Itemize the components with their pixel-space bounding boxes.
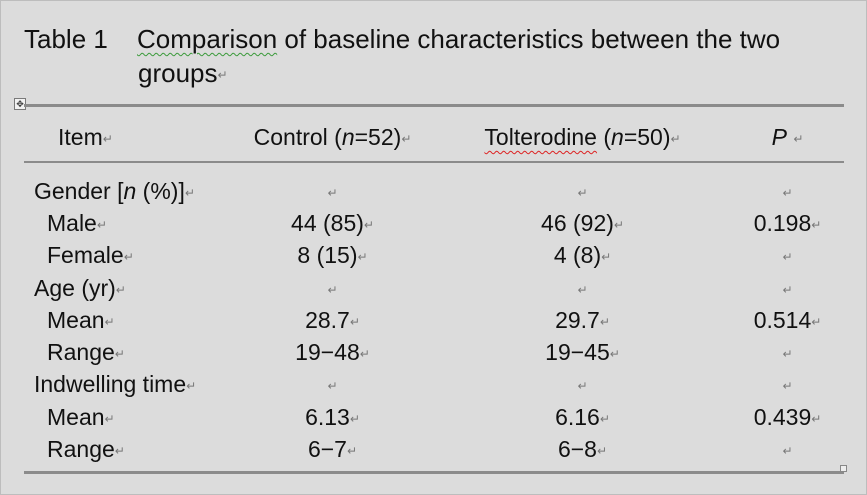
header-tolterodine: Tolterodine (n=50)↵ <box>484 124 681 150</box>
row-control: ↵ <box>327 185 338 200</box>
row-control: 28.7↵ <box>305 307 360 333</box>
table-row: Age (yr)↵ ↵ ↵ ↵ <box>0 272 867 304</box>
row-p-value: ↵ <box>782 249 793 264</box>
table-header-rule <box>24 161 844 163</box>
row-p-value: ↵ <box>782 346 793 361</box>
row-item: Mean↵ <box>47 404 115 430</box>
header-p-value: P ↵ <box>771 124 804 150</box>
row-item: Range↵ <box>47 436 125 462</box>
caption-text-line2: groups <box>138 58 218 88</box>
row-item: Gender [n (%)]↵ <box>34 178 195 204</box>
table-header-row: Item↵ Control (n=52)↵ Tolterodine (n=50)… <box>0 121 867 153</box>
row-p-value: ↵ <box>782 378 793 393</box>
row-control: ↵ <box>327 282 338 297</box>
row-p-value: ↵ <box>782 185 793 200</box>
row-tolterodine: 46 (92)↵ <box>541 210 624 236</box>
table-resize-handle[interactable] <box>840 465 847 472</box>
table-label: Table 1 <box>24 24 108 54</box>
row-tolterodine: 6−8↵ <box>557 436 608 462</box>
header-control: Control (n=52)↵ <box>253 124 412 150</box>
table-row: Indwelling time↵ ↵ ↵ ↵ <box>0 368 867 400</box>
table-row: Female↵ 8 (15)↵ 4 (8)↵ ↵ <box>0 239 867 271</box>
row-tolterodine: 19−45↵ <box>545 339 620 365</box>
row-tolterodine: 4 (8)↵ <box>553 242 612 268</box>
row-p-value: 0.439↵ <box>753 404 822 430</box>
table-row: Range↵ 19−48↵ 19−45↵ ↵ <box>0 336 867 368</box>
row-p-value: 0.514↵ <box>753 307 822 333</box>
table-row: Range↵ 6−7↵ 6−8↵ ↵ <box>0 433 867 465</box>
caption-line-2: groups↵ <box>24 56 844 92</box>
paragraph-mark: ↵ <box>217 68 228 83</box>
row-tolterodine: ↵ <box>577 282 588 297</box>
table-row: Mean↵ 6.13↵ 6.16↵ 0.439↵ <box>0 401 867 433</box>
row-item: Male↵ <box>47 210 107 236</box>
row-control: 8 (15)↵ <box>297 242 368 268</box>
row-p-value: ↵ <box>782 282 793 297</box>
row-tolterodine: ↵ <box>577 378 588 393</box>
caption-text: of baseline characteristics between the … <box>277 24 781 54</box>
row-item: Indwelling time↵ <box>34 371 197 397</box>
row-tolterodine: 29.7↵ <box>555 307 610 333</box>
table-caption: Table 1 Comparison of baseline characteri… <box>24 22 844 92</box>
row-tolterodine: ↵ <box>577 185 588 200</box>
row-control: 6−7↵ <box>307 436 358 462</box>
row-control: 44 (85)↵ <box>291 210 374 236</box>
header-item: Item↵ <box>58 124 113 150</box>
caption-spellcheck-word: Comparison <box>137 24 278 54</box>
row-p-value: ↵ <box>782 443 793 458</box>
row-p-value: 0.198↵ <box>753 210 822 236</box>
row-item: Female↵ <box>47 242 134 268</box>
row-item: Mean↵ <box>47 307 115 333</box>
table-bottom-rule <box>24 471 844 474</box>
table-top-rule <box>24 104 844 107</box>
row-tolterodine: 6.16↵ <box>555 404 610 430</box>
row-control: 6.13↵ <box>305 404 360 430</box>
row-control: ↵ <box>327 378 338 393</box>
row-item: Range↵ <box>47 339 125 365</box>
table-row: Male↵ 44 (85)↵ 46 (92)↵ 0.198↵ <box>0 207 867 239</box>
row-control: 19−48↵ <box>295 339 370 365</box>
row-item: Age (yr)↵ <box>34 275 126 301</box>
table-row: Mean↵ 28.7↵ 29.7↵ 0.514↵ <box>0 304 867 336</box>
table-row: Gender [n (%)]↵ ↵ ↵ ↵ <box>0 175 867 207</box>
